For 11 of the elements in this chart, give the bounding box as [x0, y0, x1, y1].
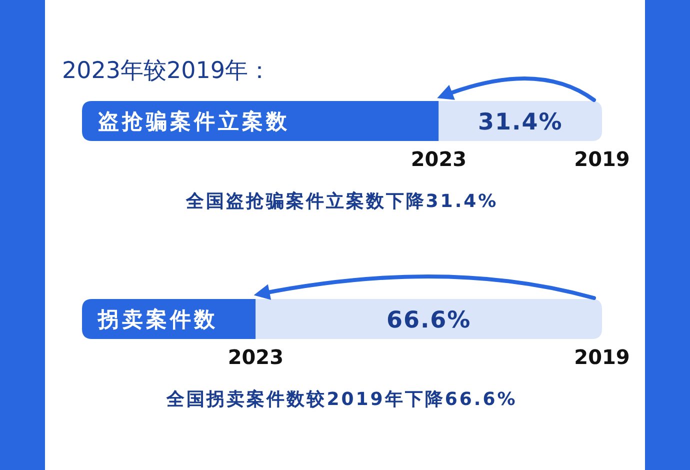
text: 全国拐卖案件数较2019年下降66.6%	[166, 389, 518, 410]
y-tick-label: 拐卖案件数	[97, 308, 218, 332]
annotation: 2023	[228, 345, 284, 369]
annotation: 2019	[574, 147, 630, 171]
annotation: 2023	[410, 147, 467, 171]
annotation: 2019	[574, 345, 630, 369]
data-label: 66.6%	[386, 307, 472, 334]
y-tick-label: 盗抢骗案件立案数	[98, 110, 290, 134]
text: 全国盗抢骗案件立案数下降31.4%	[184, 191, 498, 212]
chart-title: 2023年较2019年：	[62, 58, 272, 84]
data-label: 31.4%	[478, 109, 563, 136]
